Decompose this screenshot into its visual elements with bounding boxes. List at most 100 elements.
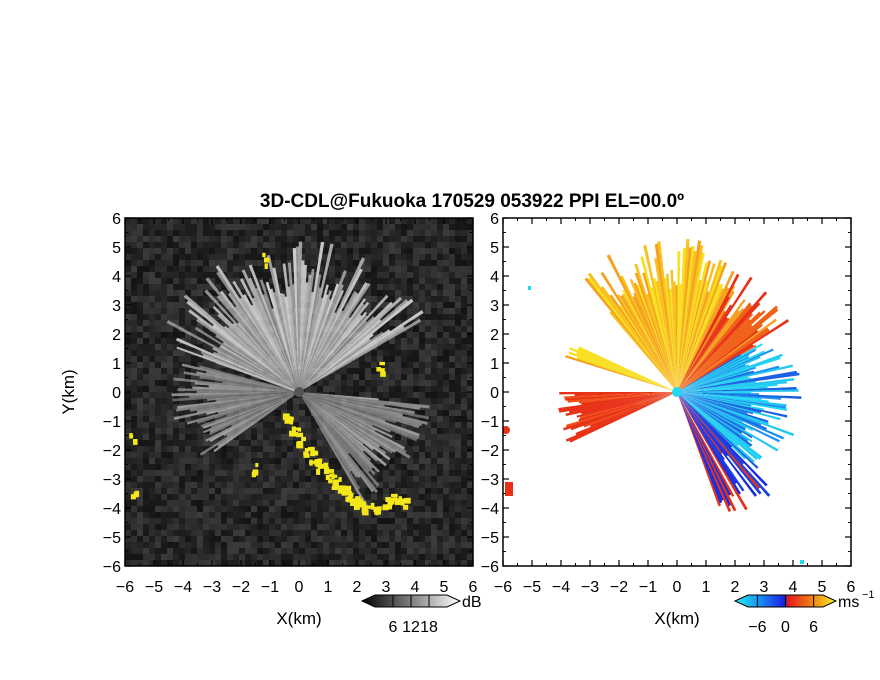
noise-cell (389, 230, 395, 236)
noise-cell (161, 278, 167, 284)
noise-cell (341, 476, 347, 482)
noise-cell (443, 296, 449, 302)
reflectivity-ray (199, 376, 299, 392)
velocity-ray (677, 392, 767, 430)
noise-cell (287, 524, 293, 530)
noise-cell (431, 314, 437, 320)
noise-cell (311, 236, 317, 242)
noise-cell (341, 536, 347, 542)
noise-cell (419, 512, 425, 518)
noise-cell (335, 224, 341, 230)
noise-cell (437, 464, 443, 470)
noise-cell (419, 422, 425, 428)
noise-cell (125, 296, 131, 302)
noise-cell (293, 224, 299, 230)
noise-cell (449, 464, 455, 470)
noise-cell (275, 548, 281, 554)
noise-cell (317, 230, 323, 236)
noise-cell (449, 446, 455, 452)
velocity-ray (677, 296, 730, 392)
noise-cell (155, 422, 161, 428)
noise-cell (461, 272, 467, 278)
noise-cell (413, 290, 419, 296)
noise-cell (221, 266, 227, 272)
reflectivity-ray (216, 295, 299, 392)
noise-cell (287, 482, 293, 488)
noise-cell (227, 440, 233, 446)
noise-cell (395, 248, 401, 254)
noise-cell (467, 224, 473, 230)
noise-cell (143, 242, 149, 248)
reflectivity-ray (299, 392, 380, 473)
noise-cell (377, 542, 383, 548)
velocity-ray (677, 247, 692, 392)
noise-cell (425, 374, 431, 380)
noise-cell (317, 440, 323, 446)
noise-cell (305, 512, 311, 518)
noise-cell (311, 476, 317, 482)
reflectivity-ray (299, 392, 387, 467)
noise-cell (335, 272, 341, 278)
noise-cell (239, 440, 245, 446)
velocity-ray (677, 344, 754, 392)
noise-cell (131, 230, 137, 236)
velocity-ray (677, 392, 753, 439)
noise-cell (185, 236, 191, 242)
noise-cell (461, 224, 467, 230)
reflectivity-ray (216, 271, 299, 392)
noise-cell (353, 386, 359, 392)
noise-cell (305, 422, 311, 428)
noise-cell (281, 482, 287, 488)
noise-cell (449, 428, 455, 434)
noise-cell (311, 230, 317, 236)
noise-cell (137, 476, 143, 482)
noise-cell (287, 500, 293, 506)
noise-cell (431, 464, 437, 470)
noise-cell (227, 452, 233, 458)
velocity-ray (609, 311, 677, 392)
noise-cell (413, 368, 419, 374)
noise-cell (191, 440, 197, 446)
noise-cell (275, 554, 281, 560)
noise-cell (287, 440, 293, 446)
noise-cell (143, 230, 149, 236)
noise-cell (437, 344, 443, 350)
noise-cell (251, 554, 257, 560)
noise-cell (257, 554, 263, 560)
noise-cell (377, 284, 383, 290)
noise-cell (449, 380, 455, 386)
noise-cell (149, 470, 155, 476)
noise-cell (401, 266, 407, 272)
reflectivity-ray (299, 320, 368, 392)
noise-cell (365, 230, 371, 236)
noise-cell (149, 356, 155, 362)
noise-cell (317, 488, 323, 494)
noise-cell (221, 458, 227, 464)
noise-cell (161, 398, 167, 404)
noise-cell (161, 488, 167, 494)
noise-cell (167, 308, 173, 314)
noise-cell (437, 332, 443, 338)
noise-cell (395, 476, 401, 482)
noise-cell (419, 326, 425, 332)
noise-cell (257, 278, 263, 284)
noise-cell (287, 560, 293, 566)
noise-cell (179, 464, 185, 470)
noise-cell (233, 506, 239, 512)
reflectivity-ray (205, 277, 299, 392)
noise-cell (395, 470, 401, 476)
reflectivity-ray (299, 294, 329, 392)
noise-cell (389, 536, 395, 542)
noise-cell (401, 272, 407, 278)
noise-cell (371, 302, 377, 308)
noise-cell (347, 482, 353, 488)
noise-cell (215, 560, 221, 566)
noise-cell (437, 512, 443, 518)
noise-cell (179, 458, 185, 464)
noise-cell (179, 236, 185, 242)
noise-cell (221, 482, 227, 488)
reflectivity-ray (299, 329, 391, 392)
noise-cell (209, 332, 215, 338)
noise-cell (401, 524, 407, 530)
noise-cell (179, 296, 185, 302)
